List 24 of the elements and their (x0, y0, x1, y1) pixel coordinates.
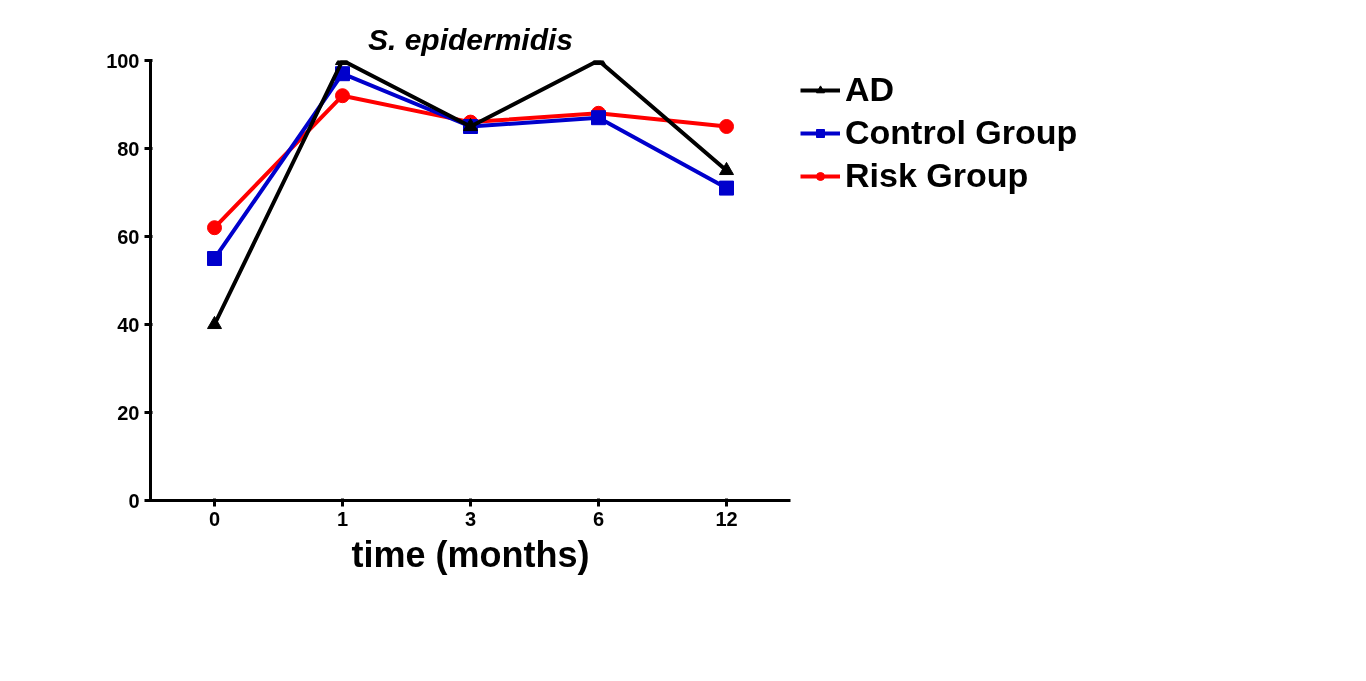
legend-label: AD (845, 70, 895, 109)
point (719, 119, 734, 134)
y-tick-label: 80 (117, 137, 140, 160)
y-tick-label: 20 (117, 401, 140, 424)
point (207, 315, 222, 330)
legend-label: Risk Group (845, 156, 1029, 195)
x-tick-label: 6 (592, 507, 605, 530)
point (207, 251, 222, 266)
point (335, 88, 350, 104)
point (207, 220, 222, 236)
legend-label: Control Group (845, 113, 1078, 152)
x-tick-label: 0 (208, 507, 221, 530)
point (719, 180, 734, 196)
x-tick-label: 1 (336, 507, 349, 530)
x-tick-label: 3 (464, 507, 477, 530)
y-tick-label: 40 (117, 313, 140, 336)
y-tick-label: 60 (117, 225, 140, 248)
y-tick-label: 0 (128, 489, 140, 512)
y-tick-label: 100 (106, 49, 140, 72)
point (719, 161, 734, 176)
x-axis-title: time (months) (351, 533, 590, 575)
point (591, 110, 606, 126)
chart-title: S. epidermidis (367, 22, 574, 56)
x-tick-label: 12 (715, 507, 738, 530)
